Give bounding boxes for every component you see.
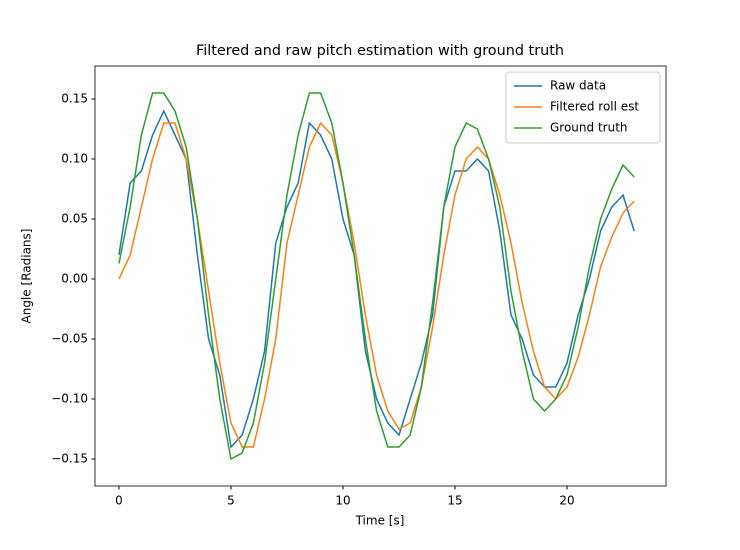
- legend-box: [505, 71, 661, 144]
- x-tick-label: 15: [447, 494, 462, 508]
- legend-label: Filtered roll est: [550, 100, 639, 114]
- x-tick-label: 0: [115, 494, 123, 508]
- chart-title: Filtered and raw pitch estimation with g…: [196, 43, 564, 59]
- y-axis-label: Angle [Radians]: [20, 229, 34, 324]
- y-tick-label: 0.15: [61, 92, 88, 106]
- y-tick-label: 0.00: [61, 272, 88, 286]
- line-series: [118, 92, 635, 461]
- line-series: [118, 109, 635, 449]
- x-axis-label: Time [s]: [355, 514, 405, 528]
- line-series: [118, 121, 635, 448]
- y-tick-label: −0.05: [51, 332, 88, 346]
- y-tick-label: 0.05: [61, 212, 88, 226]
- x-tick-label: 20: [559, 494, 574, 508]
- y-tick-label: −0.10: [51, 392, 88, 406]
- x-tick-label: 10: [335, 494, 350, 508]
- x-tick-label: 5: [227, 494, 235, 508]
- y-tick-label: −0.15: [51, 452, 88, 466]
- legend-label: Raw data: [550, 79, 606, 93]
- y-tick-label: 0.10: [61, 152, 88, 166]
- plot-frame: [94, 65, 667, 487]
- legend-label: Ground truth: [550, 121, 628, 135]
